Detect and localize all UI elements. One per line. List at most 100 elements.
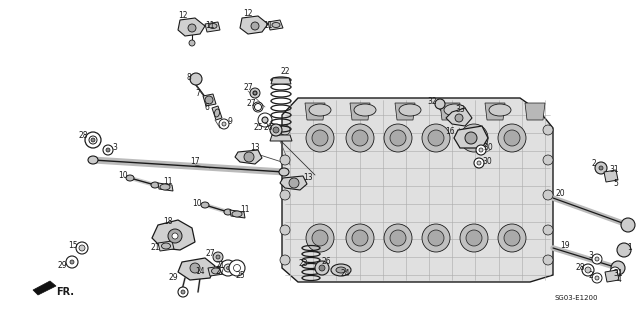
Circle shape (498, 124, 526, 152)
Text: 16: 16 (445, 128, 455, 137)
Circle shape (229, 260, 245, 276)
Circle shape (168, 229, 182, 243)
Text: 3: 3 (589, 250, 593, 259)
Circle shape (251, 22, 259, 30)
Polygon shape (350, 103, 370, 120)
Ellipse shape (309, 104, 331, 116)
Text: 10: 10 (192, 199, 202, 209)
Polygon shape (158, 183, 173, 191)
Polygon shape (33, 281, 56, 295)
Text: 25: 25 (253, 123, 263, 132)
Circle shape (70, 260, 74, 264)
Text: 1: 1 (628, 242, 632, 251)
Circle shape (91, 138, 95, 142)
Polygon shape (282, 98, 553, 282)
Circle shape (190, 73, 202, 85)
Polygon shape (268, 20, 283, 30)
Circle shape (455, 114, 463, 122)
Circle shape (103, 145, 113, 155)
Circle shape (178, 287, 188, 297)
Circle shape (172, 233, 178, 239)
Circle shape (270, 124, 282, 136)
Circle shape (280, 190, 290, 200)
Text: 26: 26 (321, 257, 331, 266)
Ellipse shape (201, 202, 209, 208)
Circle shape (253, 102, 263, 112)
Circle shape (280, 255, 290, 265)
Text: 19: 19 (560, 241, 570, 249)
Circle shape (244, 152, 254, 162)
Circle shape (289, 178, 299, 188)
Polygon shape (525, 103, 545, 120)
Circle shape (222, 122, 226, 126)
Polygon shape (230, 210, 245, 218)
Text: 27: 27 (243, 84, 253, 93)
Circle shape (479, 148, 483, 152)
Polygon shape (454, 126, 488, 148)
Circle shape (582, 264, 594, 276)
Text: 27: 27 (215, 268, 225, 277)
Circle shape (504, 130, 520, 146)
Text: 11: 11 (263, 21, 273, 31)
Circle shape (390, 130, 406, 146)
Circle shape (346, 124, 374, 152)
Circle shape (428, 130, 444, 146)
Text: 13: 13 (303, 173, 313, 182)
Text: 14: 14 (195, 268, 205, 277)
Circle shape (543, 255, 553, 265)
Polygon shape (178, 258, 215, 280)
Polygon shape (240, 16, 268, 34)
Circle shape (592, 273, 602, 283)
Text: 5: 5 (614, 180, 618, 189)
Polygon shape (178, 18, 205, 36)
Ellipse shape (151, 182, 159, 188)
Circle shape (435, 99, 445, 109)
Circle shape (474, 158, 484, 168)
Circle shape (227, 266, 230, 270)
Text: 21: 21 (150, 242, 160, 251)
Polygon shape (604, 170, 618, 182)
Circle shape (466, 230, 482, 246)
Circle shape (224, 264, 232, 272)
Ellipse shape (399, 104, 421, 116)
Circle shape (428, 230, 444, 246)
Circle shape (543, 125, 553, 135)
Text: 3: 3 (113, 143, 117, 152)
Text: 4: 4 (616, 275, 621, 284)
Text: 25: 25 (235, 271, 245, 279)
Text: 29: 29 (168, 273, 178, 283)
Circle shape (280, 225, 290, 235)
Ellipse shape (211, 268, 221, 274)
Circle shape (346, 224, 374, 252)
Ellipse shape (336, 267, 346, 273)
Text: 20: 20 (555, 189, 565, 198)
Text: 29: 29 (57, 261, 67, 270)
Circle shape (352, 130, 368, 146)
Circle shape (76, 242, 88, 254)
Circle shape (498, 224, 526, 252)
Polygon shape (208, 266, 224, 276)
Circle shape (599, 166, 603, 170)
Circle shape (613, 270, 617, 274)
Text: 9: 9 (228, 117, 232, 127)
Circle shape (595, 162, 607, 174)
Ellipse shape (160, 184, 170, 190)
Polygon shape (605, 270, 619, 282)
Polygon shape (485, 103, 505, 120)
Circle shape (253, 91, 257, 95)
Circle shape (216, 255, 220, 259)
Circle shape (258, 113, 272, 127)
Ellipse shape (444, 104, 466, 116)
Circle shape (66, 256, 78, 268)
Text: 28: 28 (78, 130, 88, 139)
Text: 33: 33 (455, 106, 465, 115)
Ellipse shape (232, 211, 242, 217)
Text: 2: 2 (591, 159, 596, 167)
Text: FR.: FR. (56, 287, 74, 297)
Circle shape (422, 124, 450, 152)
Circle shape (465, 132, 477, 144)
Ellipse shape (161, 243, 170, 249)
Circle shape (250, 88, 260, 98)
Circle shape (543, 225, 553, 235)
Circle shape (213, 252, 223, 262)
